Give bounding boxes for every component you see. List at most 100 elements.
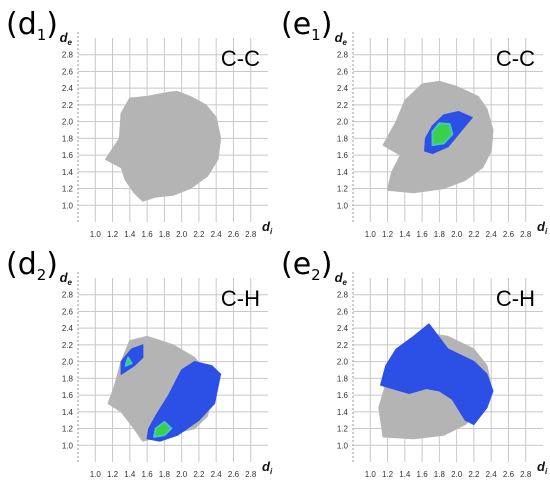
y-tick-label: 1.8	[337, 134, 349, 143]
y-tick-label: 2.8	[337, 51, 349, 60]
x-tick-label: 1.6	[417, 230, 429, 239]
panel-e2: 1.0 1.2 1.4 1.6 1.8 2.0 2.2 2.4 2.6 2.8 1.0 1.2 1.4 1…	[275, 240, 550, 480]
panel-label: (e2)	[281, 247, 332, 284]
panel-label: (d2)	[6, 247, 58, 284]
x-tick-label: 2.0	[451, 230, 463, 239]
panel-e1: 1.0 1.2 1.4 1.6 1.8 2.0 2.2 2.4 2.6 2.8 1.0 1.2 1.4 1…	[275, 0, 550, 240]
x-tick-label: 1.4	[124, 470, 136, 479]
contact-core-region	[431, 122, 454, 147]
contact-core-region	[124, 356, 133, 367]
fingerprint-region	[104, 90, 222, 202]
y-tick-label: 2.0	[62, 118, 74, 127]
y-axis-label: de	[335, 270, 348, 287]
y-tick-label: 2.2	[337, 341, 349, 350]
x-tick-label: 2.2	[193, 470, 205, 479]
x-axis-label: di	[537, 459, 548, 476]
y-tick-label: 1.0	[337, 201, 349, 210]
y-tick-label: 2.0	[62, 358, 74, 367]
chart-title: C-H	[496, 286, 535, 311]
contact-region	[120, 344, 144, 375]
y-axis-label: de	[60, 30, 73, 47]
fingerprint-chart: 1.0 1.2 1.4 1.6 1.8 2.0 2.2 2.4 2.6 2.8 1.0 1.2 1.4 1…	[6, 247, 273, 479]
x-tick-label: 1.0	[90, 470, 102, 479]
fingerprint-chart: 1.0 1.2 1.4 1.6 1.8 2.0 2.2 2.4 2.6 2.8 1.0 1.2 1.4 1…	[281, 7, 548, 239]
x-axis-label: di	[537, 219, 548, 236]
x-tick-label: 1.0	[365, 230, 377, 239]
x-tick-label: 1.2	[107, 470, 119, 479]
x-tick-label: 1.6	[142, 470, 154, 479]
chart-title: C-H	[221, 286, 260, 311]
x-tick-label: 2.6	[503, 470, 515, 479]
panel-d2: 1.0 1.2 1.4 1.6 1.8 2.0 2.2 2.4 2.6 2.8 1.0 1.2 1.4 1…	[0, 240, 275, 480]
x-tick-label: 2.2	[468, 230, 480, 239]
y-tick-label: 2.6	[337, 307, 349, 316]
x-tick-label: 2.4	[211, 470, 223, 479]
x-tick-label: 1.8	[159, 230, 171, 239]
y-tick-label: 2.6	[62, 67, 74, 76]
y-tick-label: 2.2	[337, 101, 349, 110]
x-tick-label: 2.4	[486, 230, 498, 239]
x-tick-label: 1.2	[107, 230, 119, 239]
y-tick-label: 1.2	[62, 425, 74, 434]
x-tick-label: 2.6	[228, 470, 240, 479]
y-tick-label: 2.6	[62, 307, 74, 316]
x-tick-label: 2.0	[176, 470, 188, 479]
contact-region	[379, 323, 494, 425]
x-tick-label: 1.8	[159, 470, 171, 479]
y-tick-label: 2.8	[337, 291, 349, 300]
x-tick-label: 1.4	[399, 230, 411, 239]
y-axis-label: de	[335, 30, 348, 47]
x-axis-label: di	[262, 459, 273, 476]
y-tick-label: 2.4	[337, 84, 349, 93]
x-tick-label: 2.8	[520, 470, 532, 479]
y-tick-label: 2.2	[62, 101, 74, 110]
y-tick-label: 2.4	[337, 324, 349, 333]
y-tick-label: 2.0	[337, 118, 349, 127]
panel-label: (d1)	[6, 7, 58, 44]
contact-region	[146, 360, 222, 442]
y-tick-label: 2.4	[62, 84, 74, 93]
y-tick-label: 1.8	[337, 374, 349, 383]
x-tick-label: 2.0	[176, 230, 188, 239]
x-tick-label: 2.2	[468, 470, 480, 479]
x-tick-label: 1.2	[382, 230, 394, 239]
panel-label: (e1)	[281, 7, 332, 44]
y-tick-label: 1.6	[337, 391, 349, 400]
x-tick-label: 2.4	[486, 470, 498, 479]
y-tick-label: 1.2	[337, 425, 349, 434]
x-axis-label: di	[262, 219, 273, 236]
x-tick-label: 1.8	[434, 470, 446, 479]
contact-core-region	[153, 420, 173, 438]
x-tick-label: 2.8	[245, 230, 257, 239]
fingerprint-chart: 1.0 1.2 1.4 1.6 1.8 2.0 2.2 2.4 2.6 2.8 1.0 1.2 1.4 1…	[6, 7, 273, 239]
y-tick-label: 2.4	[62, 324, 74, 333]
chart-title: C-C	[496, 46, 535, 71]
y-tick-label: 2.8	[62, 291, 74, 300]
chart-title: C-C	[221, 46, 260, 71]
x-tick-label: 1.4	[124, 230, 136, 239]
y-tick-label: 1.4	[337, 408, 349, 417]
y-tick-label: 1.6	[337, 151, 349, 160]
y-tick-label: 2.2	[62, 341, 74, 350]
fingerprint-chart: 1.0 1.2 1.4 1.6 1.8 2.0 2.2 2.4 2.6 2.8 1.0 1.2 1.4 1…	[281, 247, 548, 479]
x-tick-label: 1.8	[434, 230, 446, 239]
x-tick-label: 2.8	[520, 230, 532, 239]
y-tick-label: 1.4	[337, 168, 349, 177]
x-tick-label: 2.4	[211, 230, 223, 239]
x-tick-label: 2.0	[451, 470, 463, 479]
x-tick-label: 1.4	[399, 470, 411, 479]
y-axis-label: de	[60, 270, 73, 287]
panel-d1: 1.0 1.2 1.4 1.6 1.8 2.0 2.2 2.4 2.6 2.8 1.0 1.2 1.4 1…	[0, 0, 275, 240]
y-tick-label: 1.8	[62, 134, 74, 143]
y-tick-label: 1.0	[62, 201, 74, 210]
y-tick-label: 1.8	[62, 374, 74, 383]
y-tick-label: 1.2	[62, 185, 74, 194]
y-tick-label: 2.6	[337, 67, 349, 76]
y-tick-label: 1.2	[337, 185, 349, 194]
y-tick-label: 1.6	[62, 391, 74, 400]
x-tick-label: 1.6	[142, 230, 154, 239]
y-tick-label: 1.0	[337, 441, 349, 450]
x-tick-label: 2.6	[228, 230, 240, 239]
x-tick-label: 2.6	[503, 230, 515, 239]
x-tick-label: 2.2	[193, 230, 205, 239]
